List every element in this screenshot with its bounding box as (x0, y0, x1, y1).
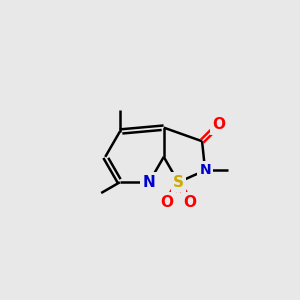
Text: S: S (173, 175, 184, 190)
Text: O: O (212, 117, 225, 132)
Text: O: O (183, 195, 196, 210)
Text: N: N (199, 163, 211, 177)
Text: N: N (143, 175, 155, 190)
Text: O: O (160, 195, 173, 210)
